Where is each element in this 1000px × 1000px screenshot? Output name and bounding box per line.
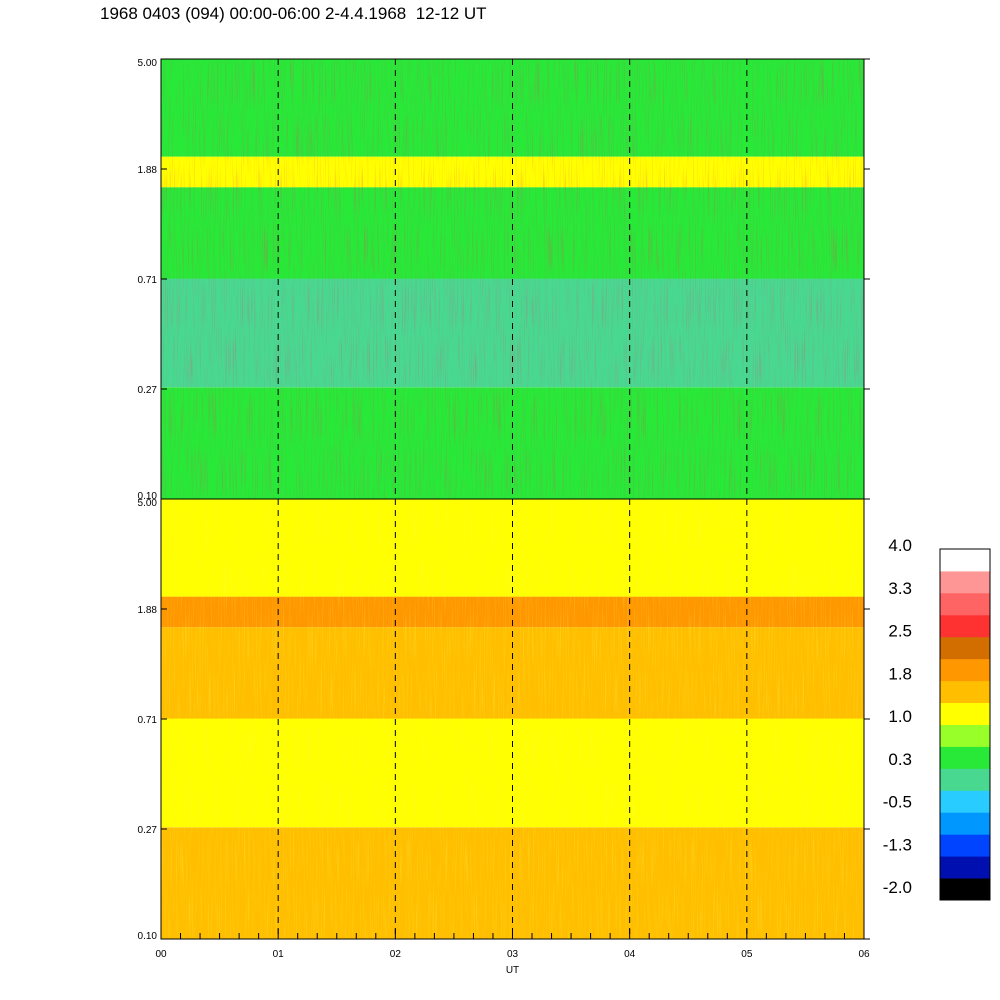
x-tick-label: 06	[858, 949, 870, 960]
colorbar-swatch	[940, 614, 990, 638]
colorbar-swatch	[940, 856, 990, 879]
x-tick-label: 05	[741, 949, 753, 960]
colorbar-frame	[939, 548, 991, 901]
colorbar-label: 1.8	[888, 664, 912, 683]
x-tick-label: 01	[273, 949, 285, 960]
colorbar-label: 2.5	[888, 622, 912, 641]
colorbar-swatch	[940, 680, 990, 703]
colorbar-swatch	[940, 790, 990, 813]
x-tick-label: 02	[390, 949, 402, 960]
colorbar-layer: 4.0 3.3 2.5 1.8 1.0 0.3 -0.5 -1.3 -2.0	[883, 536, 991, 901]
y-tick-label: 5.00	[138, 58, 158, 69]
y-tick-label: 5.00	[138, 498, 158, 509]
x-tick-label: 00	[155, 949, 167, 960]
colorbar-label: -2.0	[883, 878, 912, 897]
colorbar-label: -0.5	[883, 793, 912, 812]
colorbar-label: 4.0	[888, 536, 912, 555]
colorbar-swatch	[940, 812, 990, 835]
colorbar-swatch	[940, 834, 990, 857]
y-tick-label: 0.10	[138, 491, 158, 502]
colorbar-swatch	[940, 592, 990, 616]
colorbar-label: 3.3	[888, 579, 912, 598]
y-tick-label: 0.27	[138, 385, 158, 396]
colorbar-label: 0.3	[888, 750, 912, 769]
y-tick-label: 0.71	[138, 275, 158, 286]
colorbar-swatch	[940, 746, 990, 769]
colorbar-label: 1.0	[888, 707, 912, 726]
x-axis-label: UT	[506, 965, 519, 976]
y-tick-label: 1.88	[138, 605, 158, 616]
colorbar-swatch	[940, 636, 990, 660]
colorbar-swatch	[940, 658, 990, 682]
colorbar-swatch	[940, 878, 990, 901]
y-tick-label: 1.88	[138, 165, 158, 176]
axes-layer: 5.001.880.710.270.105.001.880.710.270.10…	[138, 58, 870, 976]
colorbar-swatch	[940, 549, 990, 572]
colorbar-swatch	[940, 724, 990, 747]
x-tick-label: 03	[507, 949, 519, 960]
chart-title: 1968 0403 (094) 00:00-06:00 2-4.4.1968 1…	[100, 4, 487, 23]
colorbar-label: -1.3	[883, 835, 912, 854]
x-tick-label: 04	[624, 949, 636, 960]
y-tick-label: 0.10	[138, 931, 158, 942]
y-tick-label: 0.27	[138, 825, 158, 836]
y-tick-label: 0.71	[138, 715, 158, 726]
colorbar-swatch	[940, 768, 990, 791]
colorbar-swatch	[940, 702, 990, 725]
colorbar-swatch	[940, 570, 990, 594]
